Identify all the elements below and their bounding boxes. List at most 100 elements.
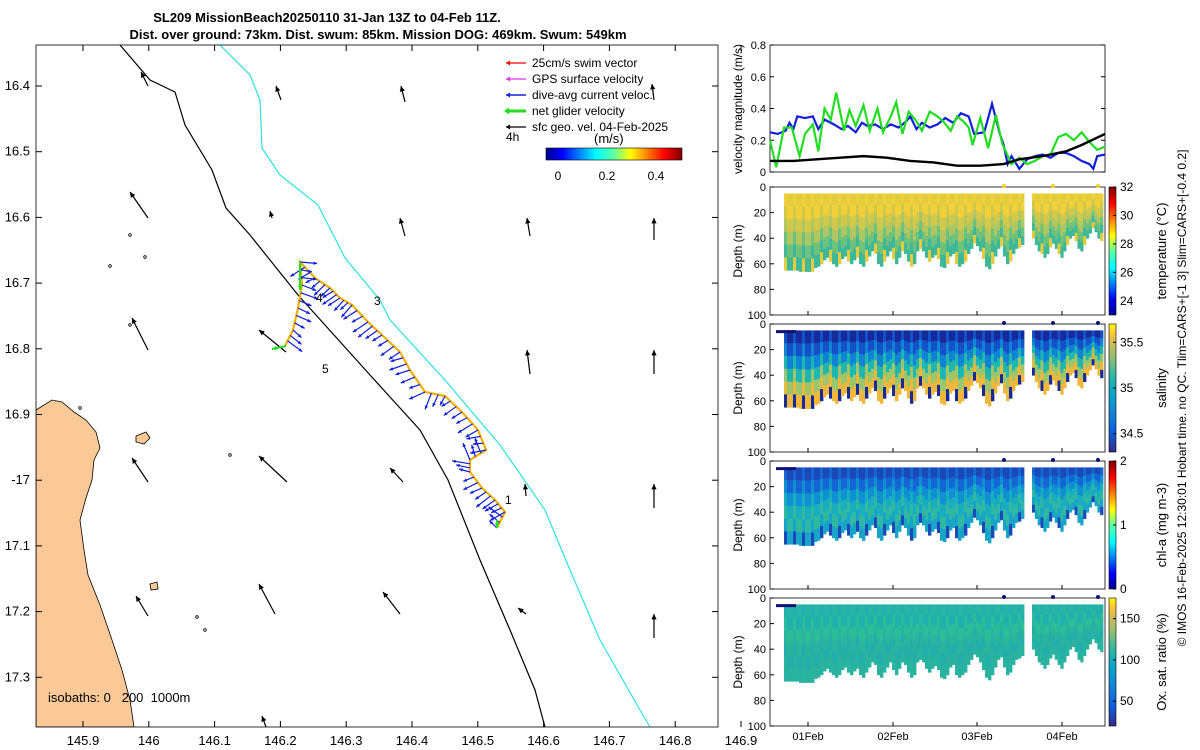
profile-cell [817,242,821,255]
profile-cell [1015,622,1019,633]
profile-cell [1021,227,1025,237]
profile-cell [946,639,950,652]
profile-cell [784,505,788,519]
profile-cell [919,622,923,633]
profile-cell [967,644,971,655]
profile-cell [979,652,983,663]
profile-cell [967,330,971,341]
current-vector [469,449,487,455]
legend-item-gps: GPS surface velocity [506,72,643,86]
svg-text:net glider velocity: net glider velocity [532,104,625,118]
current-vector [299,261,318,265]
profile-cell [925,214,929,226]
profile-cell [922,604,926,615]
profile-cell [925,204,929,216]
profile-cell [916,477,920,487]
profile-cell [892,204,896,216]
date-tick: 03Feb [961,731,992,743]
profile-cell [970,513,974,523]
current-vector [290,266,306,278]
profile-cell [1015,193,1019,203]
profile-cell [1085,482,1090,491]
profile-cell [805,395,809,409]
profile-cell [1043,467,1047,479]
current-vector [472,442,484,446]
profile-cell [808,467,812,481]
profile-cell [1032,200,1036,209]
profile-cell [787,467,791,481]
profile-cell [973,330,977,340]
profile-cell [934,477,938,489]
profile-cell [805,232,809,246]
profile-cell [823,204,827,216]
profile-cell [784,493,788,507]
profile-cell [841,626,845,638]
profile-cell [1049,348,1053,358]
profile-cell [910,379,914,392]
profile-cell [1063,642,1067,653]
profile-cell [820,353,824,366]
profile-cell [967,654,971,665]
profile-cell [850,377,854,390]
profile-cell [877,193,881,206]
profile-cell [802,519,806,533]
profile-cell [916,652,920,663]
profile-cell [1091,353,1095,360]
profile-cell [1006,252,1010,265]
profile-cell [1054,357,1058,368]
profile-cell [880,479,884,493]
profile-cell [1043,636,1047,648]
profile-cell [874,360,878,371]
profile-cell [937,615,941,627]
profile-cell [970,220,974,231]
profile-cell [808,356,812,370]
profile-cell [964,604,968,617]
profile-cell [922,467,926,478]
profile-cell [838,467,842,480]
profile-cell [1037,231,1041,242]
profile-cell [1088,219,1093,227]
profile-cell [1043,488,1047,500]
profile-cell [826,625,830,637]
profile-cell [940,491,944,505]
current-vector [343,309,358,320]
profile-cell [925,488,929,500]
velocity-series-line [769,99,1106,172]
current-vector [490,507,502,514]
profile-cell [889,614,893,624]
profile-cell [1034,510,1039,519]
profile-cell [895,216,899,229]
profile-cell [946,365,950,378]
profile-cell [922,241,926,252]
profile-cell [877,502,881,515]
profile-cell [856,204,860,216]
profile-cell [859,663,863,676]
profile-cell [901,496,905,507]
profile-cell [1021,510,1025,519]
profile-cell [883,330,887,343]
profile-cell [808,604,812,618]
profile-cell [1040,614,1044,625]
profile-cell [1043,204,1047,216]
profile-cell [853,626,857,639]
profile-cell [1043,383,1047,395]
profile-cell [1018,476,1022,486]
profile-cell [949,656,953,668]
profile-cell [913,627,917,640]
profile-cell [949,488,953,500]
lon-tick-label: 146.9 [725,733,758,748]
geo-velocity-arrow [135,595,149,617]
profile-cell [1074,209,1078,218]
profile-cell [835,217,839,231]
profile-cell [853,467,857,479]
profile-cell [976,330,980,340]
profile-cell [1071,502,1075,511]
profile-cell [886,235,890,247]
profile-cell [835,193,839,206]
profile-cell [799,232,803,246]
profile-cell [1034,612,1039,622]
profile-cell [1088,487,1093,495]
profile-cell [802,330,806,344]
profile-cell [922,349,926,360]
profile-cell [862,342,866,356]
